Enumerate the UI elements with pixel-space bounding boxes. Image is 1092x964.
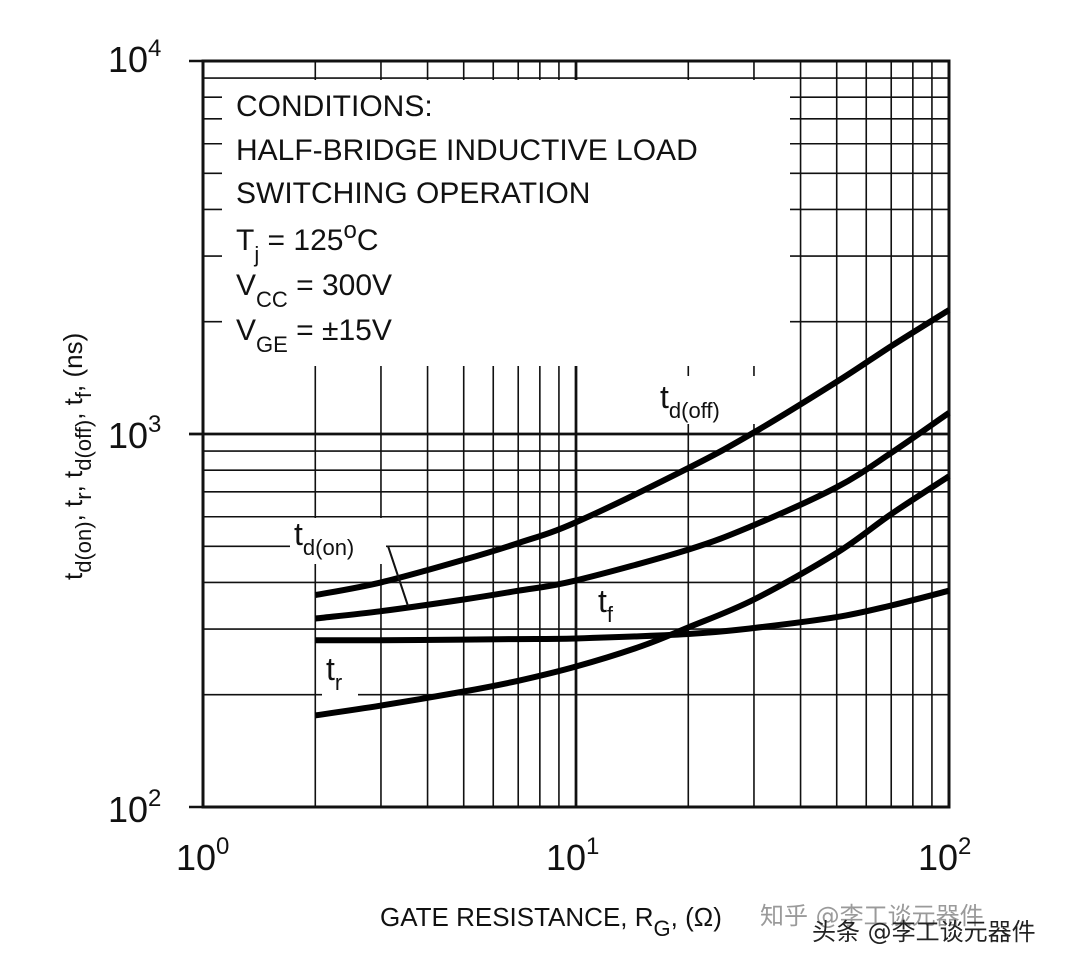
series-line-td_off bbox=[314, 307, 951, 599]
conditions-line-3: SWITCHING OPERATION bbox=[236, 177, 590, 210]
y-tick-label-10000: 104 bbox=[108, 35, 161, 80]
y-tick-label-100: 102 bbox=[108, 785, 161, 830]
watermark-line-2: 头条 @李工谈元器件 bbox=[812, 918, 1036, 946]
series-line-tf bbox=[315, 587, 950, 644]
series-line-tr bbox=[314, 473, 951, 719]
conditions-line-vge: VGE = ±15V bbox=[236, 314, 392, 357]
watermark-line-1: 知乎 @李工谈元器件 bbox=[760, 902, 984, 930]
label-backdrop-tr bbox=[322, 656, 358, 696]
x-tick-label-10: 101 bbox=[546, 833, 599, 878]
series-label-tf: tf bbox=[598, 583, 614, 627]
y-tick-label-1000: 103 bbox=[108, 411, 161, 456]
plot-frame bbox=[201, 59, 951, 809]
conditions-block: CONDITIONS: HALF-BRIDGE INDUCTIVE LOAD S… bbox=[236, 90, 698, 357]
series-label-td-on: td(on) bbox=[294, 516, 354, 560]
conditions-line-1: CONDITIONS: bbox=[236, 90, 433, 123]
label-backdrop-td-on bbox=[290, 518, 386, 564]
conditions-line-tj: Tj = 125oC bbox=[236, 217, 379, 267]
conditions-backdrop bbox=[222, 80, 790, 366]
label-backdrop-tf bbox=[594, 588, 630, 626]
conditions-line-2: HALF-BRIDGE INDUCTIVE LOAD bbox=[236, 134, 698, 167]
series-label-tr: tr bbox=[326, 651, 342, 695]
series-label-td-off: td(off) bbox=[660, 379, 720, 423]
conditions-line-vcc: VCC = 300V bbox=[236, 269, 392, 312]
label-backdrop-td-off bbox=[655, 376, 755, 424]
series-lines bbox=[314, 307, 951, 719]
label-leader-td-on bbox=[387, 545, 409, 607]
y-axis-title: td(on), tr, td(off), tf, (ns) bbox=[58, 333, 96, 580]
series-line-td_on bbox=[314, 410, 951, 622]
x-axis-title: GATE RESISTANCE, RG, (Ω) bbox=[380, 902, 722, 941]
x-tick-label-1: 100 bbox=[176, 833, 229, 878]
x-tick-label-100: 102 bbox=[918, 833, 971, 878]
